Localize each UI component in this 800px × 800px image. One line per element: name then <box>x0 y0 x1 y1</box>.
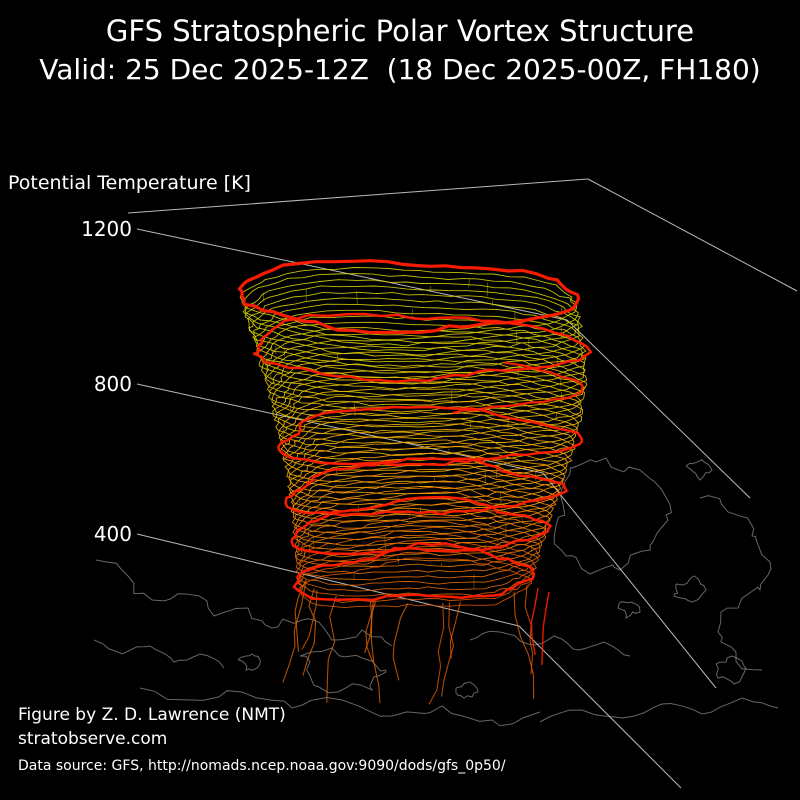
website-line: stratobserve.com <box>18 729 168 749</box>
data-source-line: Data source: GFS, http://nomads.ncep.noa… <box>18 758 506 774</box>
map-outline <box>93 457 779 727</box>
z-tick-400: 400 <box>93 522 132 546</box>
figure-subtitle: Valid: 25 Dec 2025-12Z (18 Dec 2025-00Z,… <box>39 53 761 86</box>
vortex-contours <box>239 267 588 705</box>
z-axis-label: Potential Temperature [K] <box>8 172 251 194</box>
axis-lines <box>127 178 798 789</box>
z-tick-800: 800 <box>93 372 132 396</box>
vortex-red-contours <box>237 259 593 665</box>
figure-title: GFS Stratospheric Polar Vortex Structure <box>105 14 695 48</box>
credit-line: Figure by Z. D. Lawrence (NMT) <box>18 705 286 725</box>
z-tick-1200: 1200 <box>81 217 132 241</box>
